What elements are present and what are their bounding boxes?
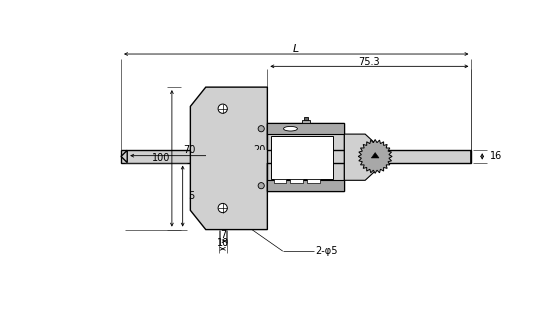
Polygon shape: [121, 150, 127, 163]
Text: L: L: [293, 44, 299, 54]
Circle shape: [258, 183, 264, 189]
Polygon shape: [358, 139, 392, 173]
Text: 7: 7: [220, 230, 226, 240]
Circle shape: [218, 104, 227, 113]
Text: 70: 70: [183, 145, 196, 155]
Text: 16: 16: [490, 151, 502, 161]
Bar: [267, 123, 344, 191]
Bar: [290, 179, 303, 183]
Circle shape: [218, 203, 227, 213]
Bar: [302, 120, 310, 123]
Ellipse shape: [284, 126, 297, 131]
Text: 10: 10: [217, 238, 229, 248]
Bar: [271, 136, 333, 179]
Bar: [121, 150, 206, 163]
Text: 20: 20: [253, 145, 266, 155]
Bar: [206, 150, 267, 163]
Text: 2-φ5: 2-φ5: [315, 246, 338, 256]
Text: 100: 100: [152, 153, 170, 163]
Text: 75.3: 75.3: [359, 57, 380, 67]
Polygon shape: [190, 87, 267, 230]
Polygon shape: [344, 134, 375, 180]
Bar: [273, 179, 286, 183]
Polygon shape: [372, 153, 379, 158]
Bar: [344, 150, 471, 163]
Bar: [267, 123, 344, 134]
Text: 5: 5: [188, 191, 194, 201]
Bar: [307, 179, 320, 183]
Bar: [304, 117, 308, 123]
Bar: [267, 180, 344, 191]
Circle shape: [258, 126, 264, 132]
